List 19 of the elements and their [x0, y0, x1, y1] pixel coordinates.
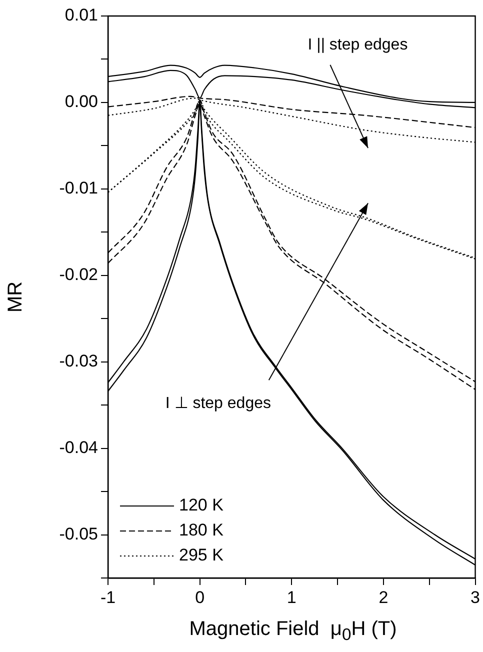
y-tick-label: -0.03 [59, 352, 98, 371]
annotation: I ⊥ step edges [165, 395, 271, 412]
x-tick-label: 1 [286, 588, 296, 607]
x-tick-label: 2 [378, 588, 388, 607]
legend-label: 180 K [179, 520, 224, 540]
y-tick-label: -0.05 [59, 524, 98, 544]
legend-label: 295 K [179, 546, 224, 565]
legend-label: 120 K [179, 496, 224, 515]
annotation: I || step edges [308, 36, 408, 54]
y-tick-label: 0.01 [64, 6, 98, 25]
y-tick-label: -0.04 [59, 438, 98, 457]
x-tick-label: -1 [100, 588, 116, 607]
y-tick-label: 0.00 [64, 92, 98, 112]
y-axis-title: MR [4, 281, 27, 313]
x-axis-title: Magnetic Field μ$_{0}$H (T) [188, 618, 398, 645]
y-tick-label: -0.02 [59, 265, 98, 284]
x-tick-label: 0 [195, 588, 205, 607]
x-tick-label: 3 [470, 588, 480, 607]
y-tick-label: -0.01 [59, 178, 98, 198]
